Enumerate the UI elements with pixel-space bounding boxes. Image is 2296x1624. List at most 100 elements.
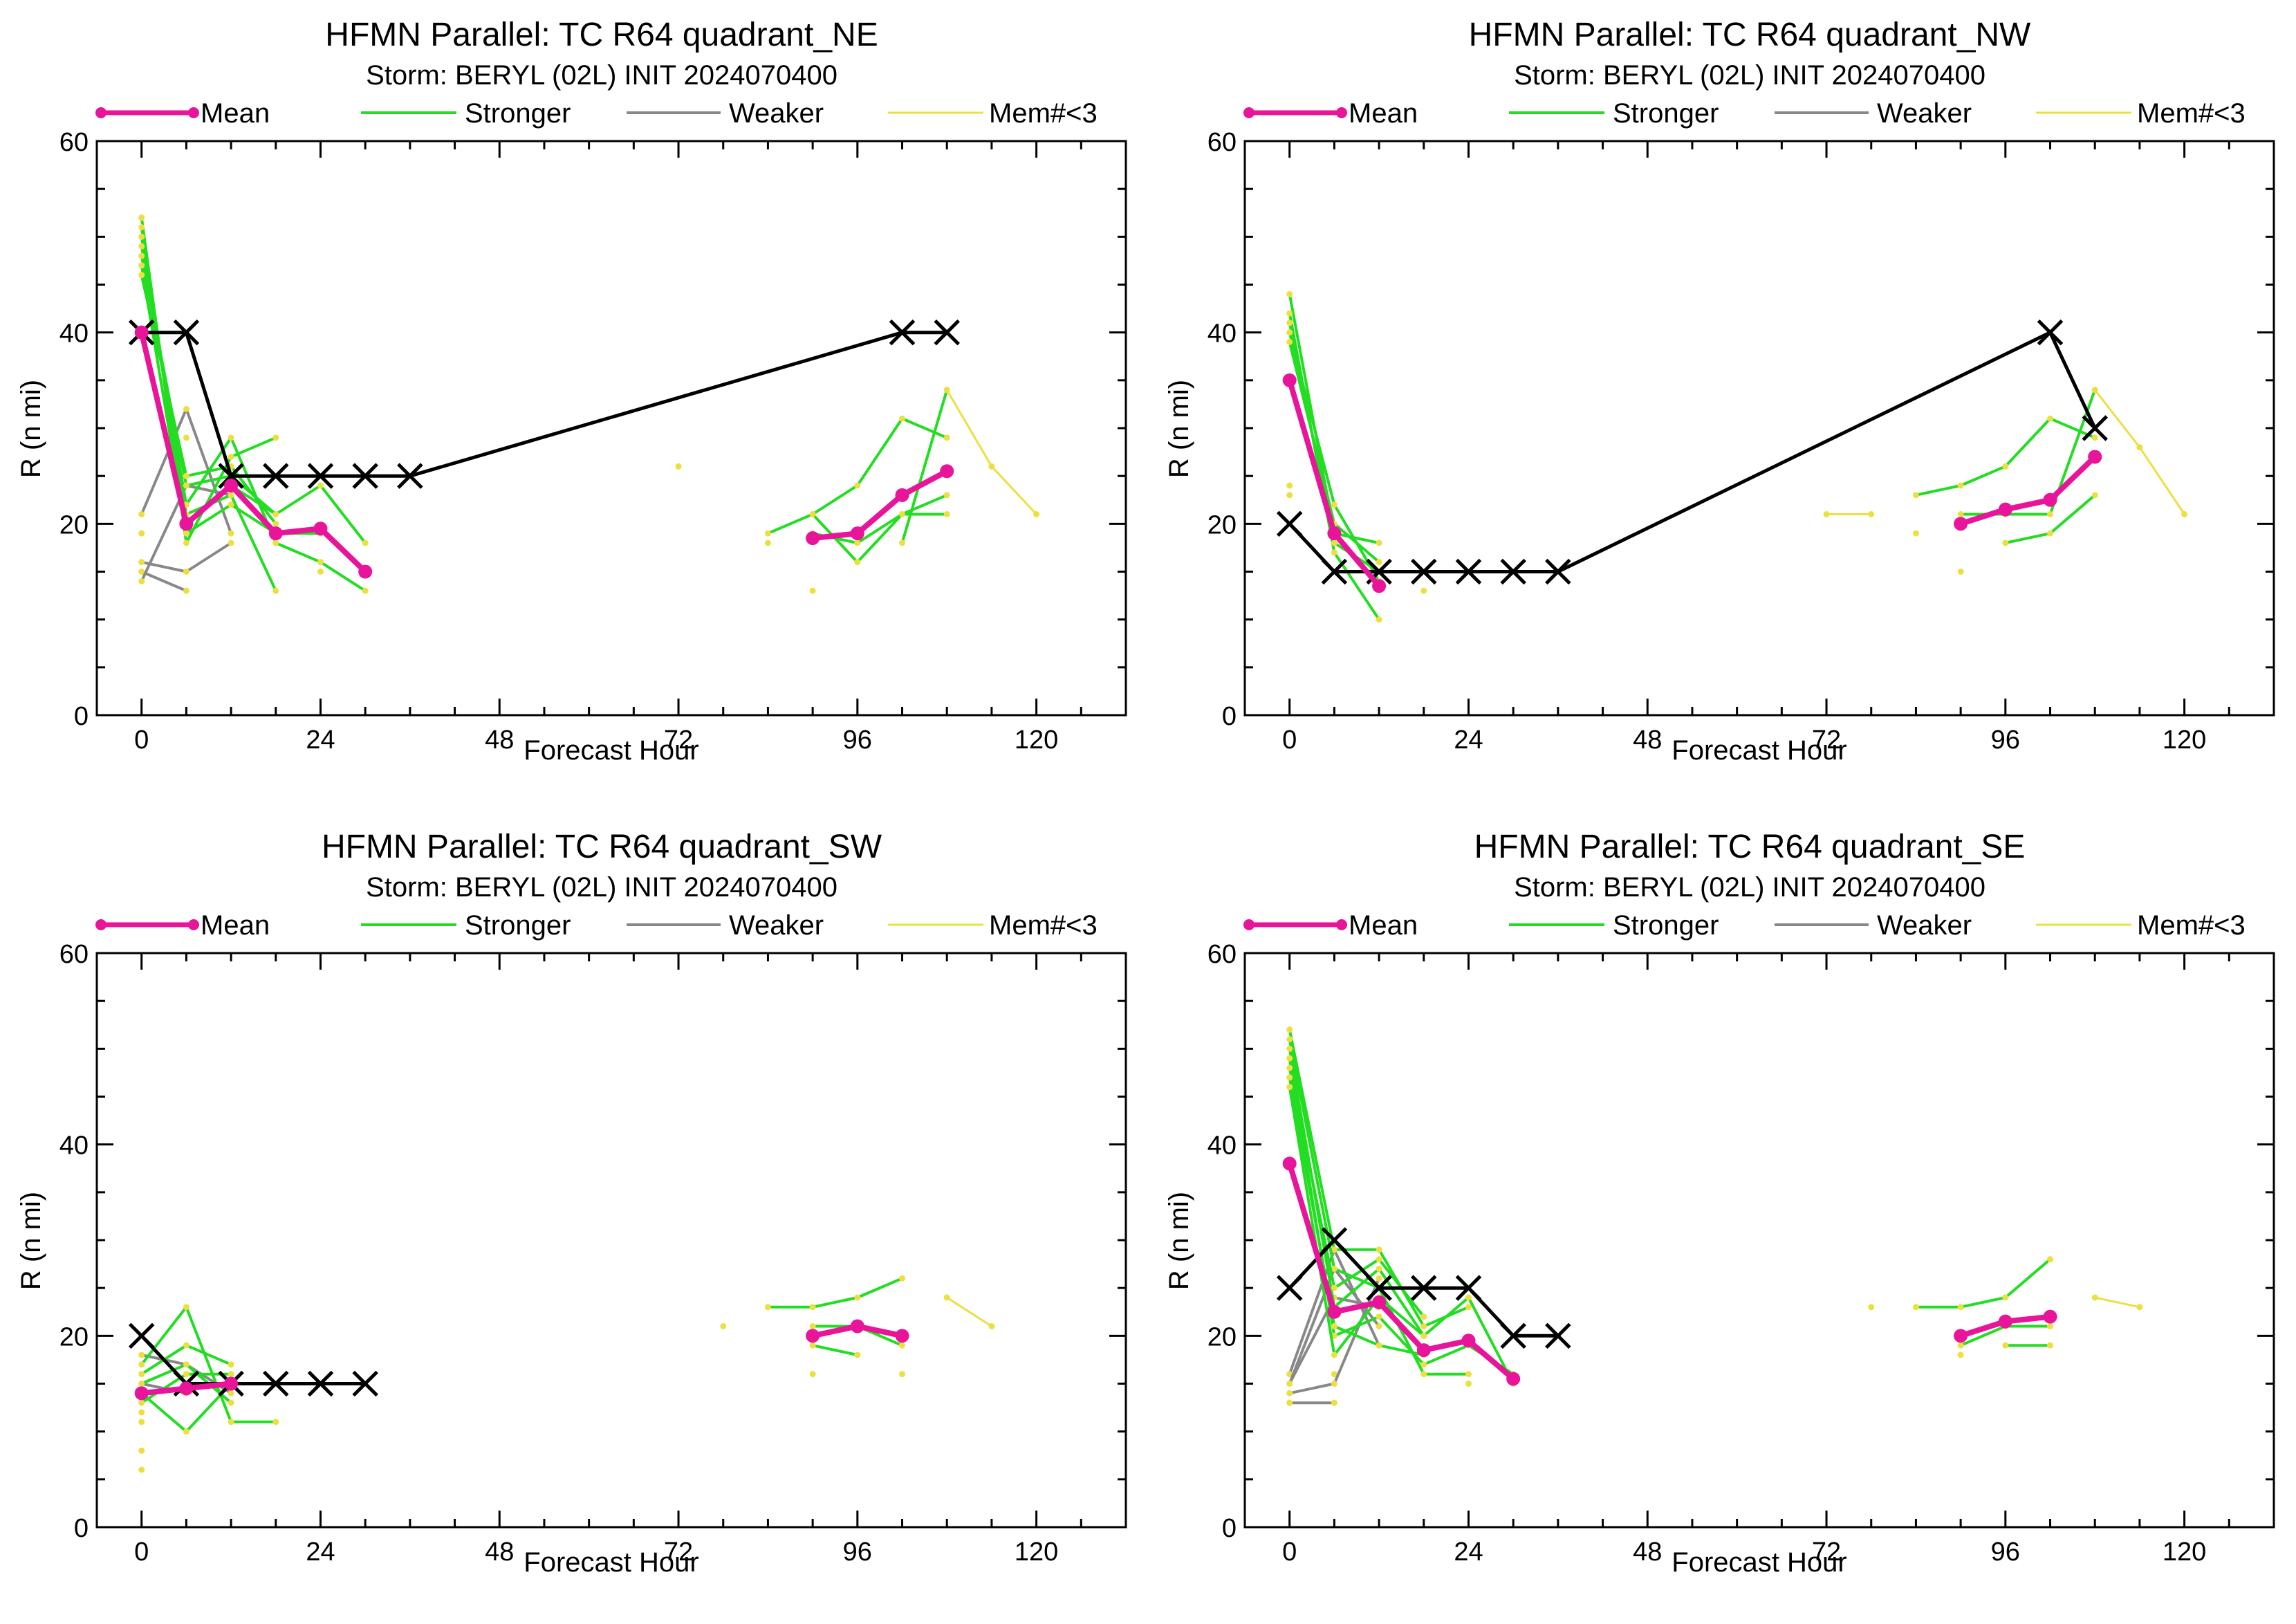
stronger-member-line [811,1344,859,1356]
few-member-point [138,1409,145,1416]
mean-point [2043,492,2057,507]
stronger-member-line [140,1305,277,1423]
best-track-x-stroke [1321,1227,1348,1253]
stronger-member-point [1376,559,1382,566]
y-tick-label: 0 [1222,1514,1237,1543]
best-track-x-marker [1455,1275,1482,1301]
few-member-point [809,587,816,594]
legend-mean-marker [188,919,199,930]
mean-point [806,1329,820,1343]
mean-point [1327,1304,1342,1319]
best-track-x-stroke [2037,319,2064,346]
few-member-point [809,1371,816,1378]
stronger-member-point [138,214,145,221]
x-tick-label: 120 [1015,726,1058,755]
best-track-x-marker [1545,558,1571,585]
stronger-member-point [1465,1371,1472,1378]
stronger-member-point [1957,1342,1964,1349]
legend-few-label: Mem#<3 [989,910,1098,941]
legend-few-label: Mem#<3 [2137,98,2246,129]
legend-weaker-label: Weaker [1877,910,1972,941]
stronger-member-point [2091,492,2098,499]
weaker-member-point [138,569,145,575]
stronger-member-point [1286,329,1293,336]
stronger-member-point [1286,1084,1293,1091]
stronger-member-point [943,511,950,517]
stronger-member-point [899,415,906,422]
legend-mean-marker [1336,107,1347,118]
panel-quadrant-se: HFMN Parallel: TC R64 quadrant_SE Storm: … [1148,812,2296,1624]
few-member-point [720,1323,727,1329]
best-track-x-marker [218,463,244,489]
x-tick-label: 96 [843,726,872,755]
best-track-x-marker [1500,558,1526,585]
mean-point [850,526,864,541]
panel-quadrant-ne: HFMN Parallel: TC R64 quadrant_NE Storm: … [0,0,1148,812]
best-track-x-stroke [1500,558,1526,585]
stronger-member-point [1286,310,1293,317]
few-member-point [1420,587,1427,594]
stronger-member-point [2002,463,2009,470]
y-tick-label: 0 [1222,702,1237,731]
stronger-member-point [183,1361,189,1368]
few-member-point [1957,1351,1964,1358]
few-member-line [2093,1296,2141,1309]
stronger-member-point [317,559,324,566]
mean-point [313,522,328,536]
mean-point [1282,373,1297,387]
x-tick-label: 0 [134,1538,149,1567]
weaker-member-point [1331,1381,1337,1387]
x-tick-label: 0 [1282,726,1297,755]
mean-point [1506,1372,1521,1386]
y-tick-label: 20 [1207,1322,1237,1351]
best-track-x-marker [889,319,916,346]
stronger-member-point [138,1399,145,1406]
x-tick-label: 48 [1633,726,1662,755]
mean-point [358,564,373,579]
best-track-x-marker [1321,558,1348,585]
best-track-x-marker [1455,558,1482,585]
weaker-member-point [138,578,145,584]
best-track-line [141,331,947,478]
weaker-member-point [138,559,145,566]
x-tick-label: 72 [1812,726,1841,755]
mean-point [1327,526,1342,541]
x-tick-label: 48 [485,726,514,755]
x-tick-label: 0 [1282,1538,1297,1567]
stronger-member-point [1286,1036,1293,1042]
mean-point [895,1329,909,1343]
stronger-member-point [1286,1045,1293,1052]
mean-point [268,526,283,541]
y-tick-label: 60 [1207,128,1237,157]
x-axis-label: Forecast Hour [1672,735,1846,766]
mean-point [2043,1309,2057,1324]
chart-subtitle: Storm: BERYL (02L) INIT 2024070400 [366,872,837,903]
stronger-member-point [854,1351,861,1358]
weaker-member-point [183,587,189,594]
best-track-x-stroke [128,1322,155,1349]
stronger-member-point [2047,1323,2054,1329]
stronger-member-point [2002,1294,2009,1301]
mean-point [1372,1295,1387,1309]
best-track-x-stroke [1411,558,1437,585]
best-track-x-stroke [307,463,334,489]
mean-line [138,329,369,575]
stronger-member-point [943,492,950,499]
stronger-member-point [1376,1256,1382,1263]
stronger-member-point [943,434,950,441]
few-member-point [2091,1294,2098,1301]
best-track-x-marker [352,1370,378,1397]
best-track-line [1288,331,2097,573]
few-member-line [2093,389,2186,515]
weaker-member-point [1286,1381,1293,1387]
chart-quadrant-nw: HFMN Parallel: TC R64 quadrant_NW Storm: … [1164,17,2275,766]
few-member-point [1286,482,1293,489]
stronger-member-point [1331,1266,1337,1272]
stronger-member-point [1286,1026,1293,1033]
best-track-x-stroke [1321,558,1348,585]
stronger-member-point [183,1371,189,1378]
stronger-member-point [1286,339,1293,345]
stronger-member-line [1288,1076,1425,1356]
mean-point [134,1386,149,1401]
